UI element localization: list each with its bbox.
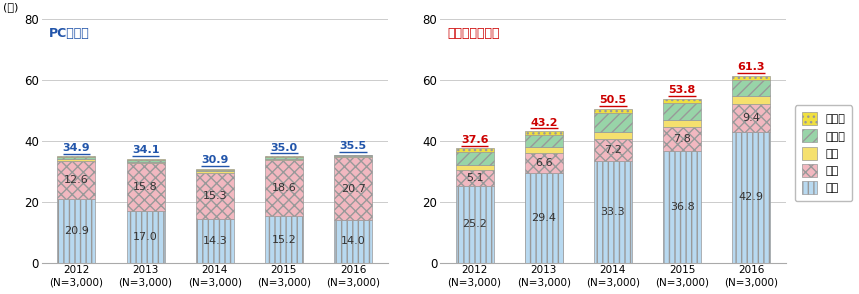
Bar [126, 159, 165, 160]
Bar [196, 171, 234, 173]
Text: 35.0: 35.0 [271, 143, 297, 153]
Text: 18.6: 18.6 [271, 183, 296, 193]
Bar [525, 153, 563, 173]
Text: 33.3: 33.3 [600, 207, 625, 217]
Text: 15.2: 15.2 [271, 235, 296, 245]
Bar [455, 165, 494, 171]
Bar [334, 156, 372, 157]
Bar [594, 139, 632, 161]
Bar [732, 103, 771, 132]
Bar [265, 216, 303, 263]
Bar [594, 161, 632, 263]
Bar [525, 136, 563, 147]
Text: 15.8: 15.8 [133, 182, 158, 192]
Text: 35.5: 35.5 [339, 141, 367, 151]
Bar [126, 163, 165, 211]
Bar [525, 147, 563, 153]
Bar [663, 99, 701, 103]
Bar [455, 148, 494, 152]
Bar [732, 132, 771, 263]
Text: 29.4: 29.4 [531, 213, 557, 223]
Text: 50.5: 50.5 [600, 95, 626, 105]
Bar [594, 132, 632, 139]
Text: 37.6: 37.6 [461, 135, 489, 145]
Text: 17.0: 17.0 [133, 232, 158, 242]
Bar [455, 186, 494, 263]
Bar [663, 151, 701, 263]
Bar [265, 158, 303, 160]
Text: 43.2: 43.2 [530, 118, 557, 128]
Text: 15.3: 15.3 [203, 191, 227, 201]
Bar [126, 211, 165, 263]
Bar [732, 80, 771, 96]
Bar [334, 155, 372, 156]
Bar [594, 113, 632, 132]
Text: PCネット: PCネット [49, 26, 89, 39]
Text: 42.9: 42.9 [739, 192, 764, 202]
Text: 14.3: 14.3 [203, 236, 227, 246]
Text: 36.8: 36.8 [670, 202, 694, 212]
Bar [58, 159, 95, 161]
Bar [58, 199, 95, 263]
Bar [196, 170, 234, 171]
Bar [525, 173, 563, 263]
Text: 20.7: 20.7 [341, 183, 366, 193]
Bar [196, 169, 234, 170]
Bar [663, 120, 701, 127]
Bar [58, 156, 95, 157]
Text: 25.2: 25.2 [462, 219, 487, 229]
Legend: その他, 移動中, 学校, 職場, 自宅: その他, 移動中, 学校, 職場, 自宅 [795, 106, 852, 201]
Text: 20.9: 20.9 [64, 226, 88, 236]
Bar [265, 156, 303, 157]
Text: モバイルネット: モバイルネット [447, 26, 499, 39]
Text: 9.4: 9.4 [742, 113, 760, 123]
Bar [732, 96, 771, 103]
Text: 34.1: 34.1 [131, 145, 160, 155]
Bar [58, 161, 95, 199]
Bar [58, 157, 95, 159]
Bar [196, 173, 234, 219]
Text: 53.8: 53.8 [668, 85, 696, 95]
Y-axis label: (分): (分) [3, 2, 18, 12]
Text: 6.6: 6.6 [535, 158, 552, 168]
Text: 14.0: 14.0 [341, 236, 365, 246]
Bar [126, 160, 165, 162]
Bar [594, 109, 632, 113]
Text: 7.8: 7.8 [673, 134, 691, 144]
Bar [663, 103, 701, 120]
Text: 30.9: 30.9 [201, 155, 228, 165]
Bar [525, 131, 563, 136]
Bar [455, 152, 494, 165]
Bar [732, 76, 771, 80]
Bar [334, 157, 372, 220]
Text: 5.1: 5.1 [466, 173, 484, 183]
Text: 12.6: 12.6 [64, 175, 88, 185]
Bar [196, 219, 234, 263]
Bar [265, 160, 303, 216]
Bar [663, 127, 701, 151]
Text: 7.2: 7.2 [604, 146, 622, 156]
Bar [126, 162, 165, 163]
Text: 34.9: 34.9 [63, 143, 90, 153]
Bar [334, 220, 372, 263]
Text: 61.3: 61.3 [738, 63, 765, 73]
Bar [265, 157, 303, 158]
Bar [455, 171, 494, 186]
